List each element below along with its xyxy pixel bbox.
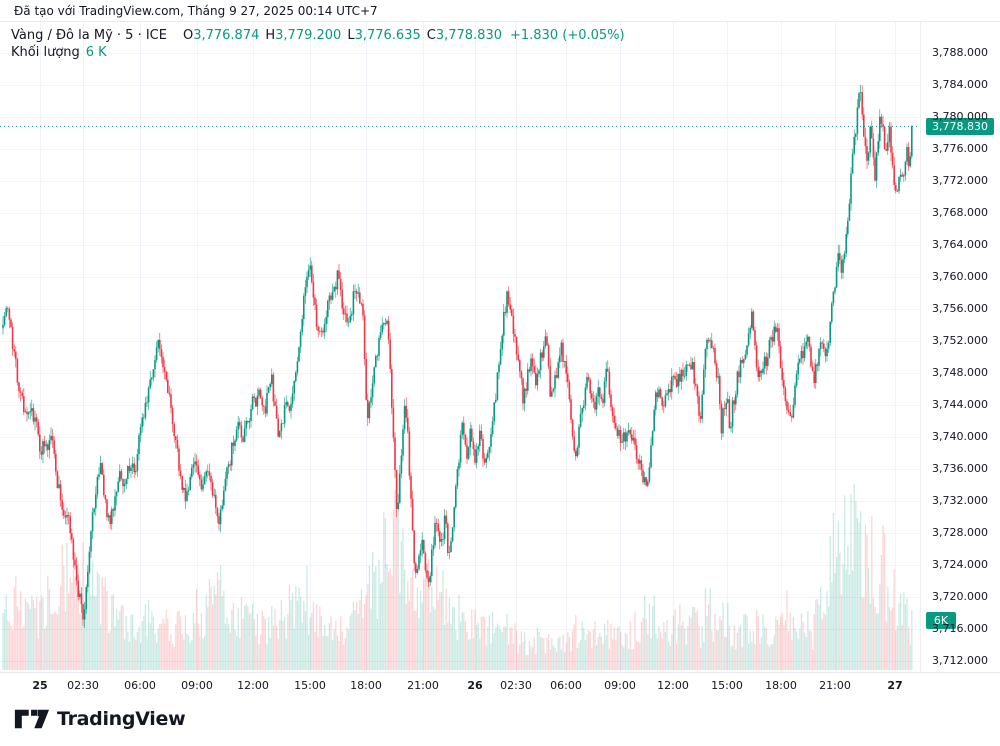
symbol-title: Vàng / Đô la Mỹ · 5 · ICE [11,28,167,43]
footer: TradingView [13,707,186,731]
price-axis-label: 3,788.000 [932,46,988,59]
time-axis-label: 02:30 [500,679,532,692]
price-axis-label: 3,732.000 [932,494,988,507]
price-axis[interactable]: 3,778.830 6K 3,788.000 3,784.000 3,780.000… [920,22,1000,672]
low-label: L [347,28,355,43]
price-axis-label: 3,780.000 [932,110,988,123]
price-chart-canvas[interactable] [0,0,920,698]
volume-tag: 6K [926,612,956,629]
time-axis-label: 18:00 [350,679,382,692]
price-axis-label: 3,716.000 [932,622,988,635]
price-axis-label: 3,760.000 [932,270,988,283]
tradingview-logo-text[interactable]: TradingView [57,708,186,730]
high-value: 3,779.200 [275,28,342,43]
price-axis-label: 3,720.000 [932,590,988,603]
time-axis-label: 18:00 [765,679,797,692]
change-value: +1.830 (+0.05%) [510,28,625,43]
price-axis-label: 3,764.000 [932,238,988,251]
close-value: 3,778.830 [435,28,502,43]
price-axis-label: 3,748.000 [932,366,988,379]
time-axis-label: 02:30 [67,679,99,692]
time-axis-label: 06:00 [550,679,582,692]
high-label: H [265,28,276,43]
time-axis-label: 27 [887,679,903,692]
tradingview-logo-icon[interactable] [13,707,50,731]
price-axis-label: 3,724.000 [932,558,988,571]
time-axis-label: 06:00 [124,679,156,692]
time-axis-label: 26 [467,679,483,692]
price-axis-label: 3,776.000 [932,142,988,155]
volume-label: Khối lượng [11,45,80,60]
price-axis-label: 3,784.000 [932,78,988,91]
low-value: 3,776.635 [354,28,421,43]
time-axis-label: 21:00 [407,679,439,692]
chart-legend: Vàng / Đô la Mỹ · 5 · ICE O3,776.874 H3,77… [11,27,625,61]
open-value: 3,776.874 [193,28,260,43]
price-axis-label: 3,772.000 [932,174,988,187]
price-axis-label: 3,756.000 [932,302,988,315]
time-axis[interactable]: 25 02:30 06:00 09:00 12:00 15:00 18:00 21:00 26 0… [0,672,1000,699]
close-label: C [426,28,436,43]
open-label: O [182,28,194,43]
time-axis-label: 21:00 [819,679,851,692]
symbol-row: Vàng / Đô la Mỹ · 5 · ICE O3,776.874 H3,77… [11,27,625,44]
last-price-tag: 3,778.830 [926,118,994,135]
price-axis-label: 3,752.000 [932,334,988,347]
price-axis-label: 3,744.000 [932,398,988,411]
price-axis-label: 3,728.000 [932,526,988,539]
time-axis-label: 15:00 [711,679,743,692]
price-axis-label: 3,736.000 [932,462,988,475]
volume-value: 6 K [85,45,107,60]
price-axis-label: 3,712.000 [932,654,988,667]
volume-row: Khối lượng 6 K [11,44,625,61]
price-axis-label: 3,740.000 [932,430,988,443]
time-axis-label: 25 [32,679,48,692]
time-axis-label: 09:00 [604,679,636,692]
price-axis-label: 3,768.000 [932,206,988,219]
time-axis-label: 15:00 [294,679,326,692]
time-axis-label: 12:00 [657,679,689,692]
time-axis-label: 12:00 [237,679,269,692]
time-axis-label: 09:00 [181,679,213,692]
